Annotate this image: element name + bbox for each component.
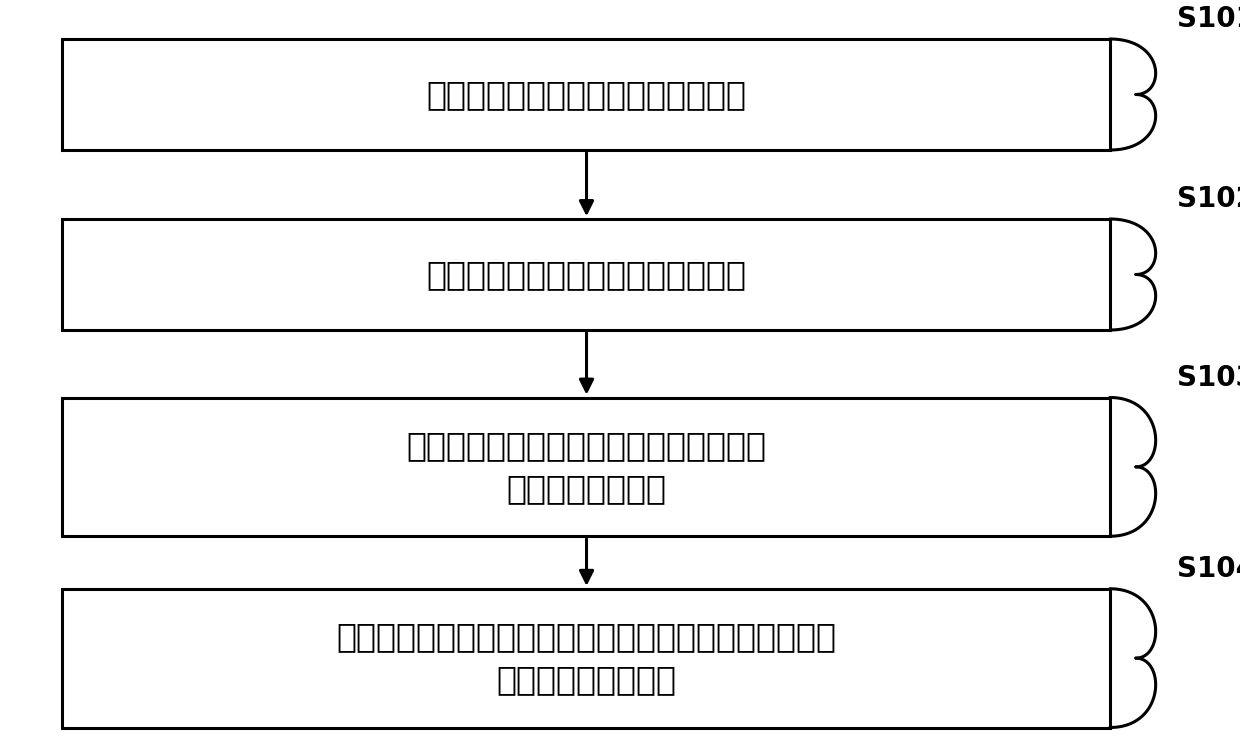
Text: 根据风资源分析结果和所述地形分析结果确定所述点位坐
标的地形复杂度参数: 根据风资源分析结果和所述地形分析结果确定所述点位坐 标的地形复杂度参数 xyxy=(336,620,836,696)
Bar xyxy=(62,219,1110,330)
Text: 根据所述点位坐标建立区域分析范围: 根据所述点位坐标建立区域分析范围 xyxy=(425,258,746,291)
Text: S103: S103 xyxy=(1177,364,1240,392)
Bar xyxy=(62,398,1110,536)
Text: 对所述区域分析范围进行地形数据分析，
获得地形分析结果: 对所述区域分析范围进行地形数据分析， 获得地形分析结果 xyxy=(405,429,766,505)
Bar xyxy=(62,589,1110,728)
Text: S101: S101 xyxy=(1177,5,1240,33)
Text: 选择拟建立风力发电机组的点位坐标: 选择拟建立风力发电机组的点位坐标 xyxy=(425,78,746,111)
Text: S102: S102 xyxy=(1177,185,1240,213)
Text: S104: S104 xyxy=(1177,555,1240,583)
Bar xyxy=(62,39,1110,150)
